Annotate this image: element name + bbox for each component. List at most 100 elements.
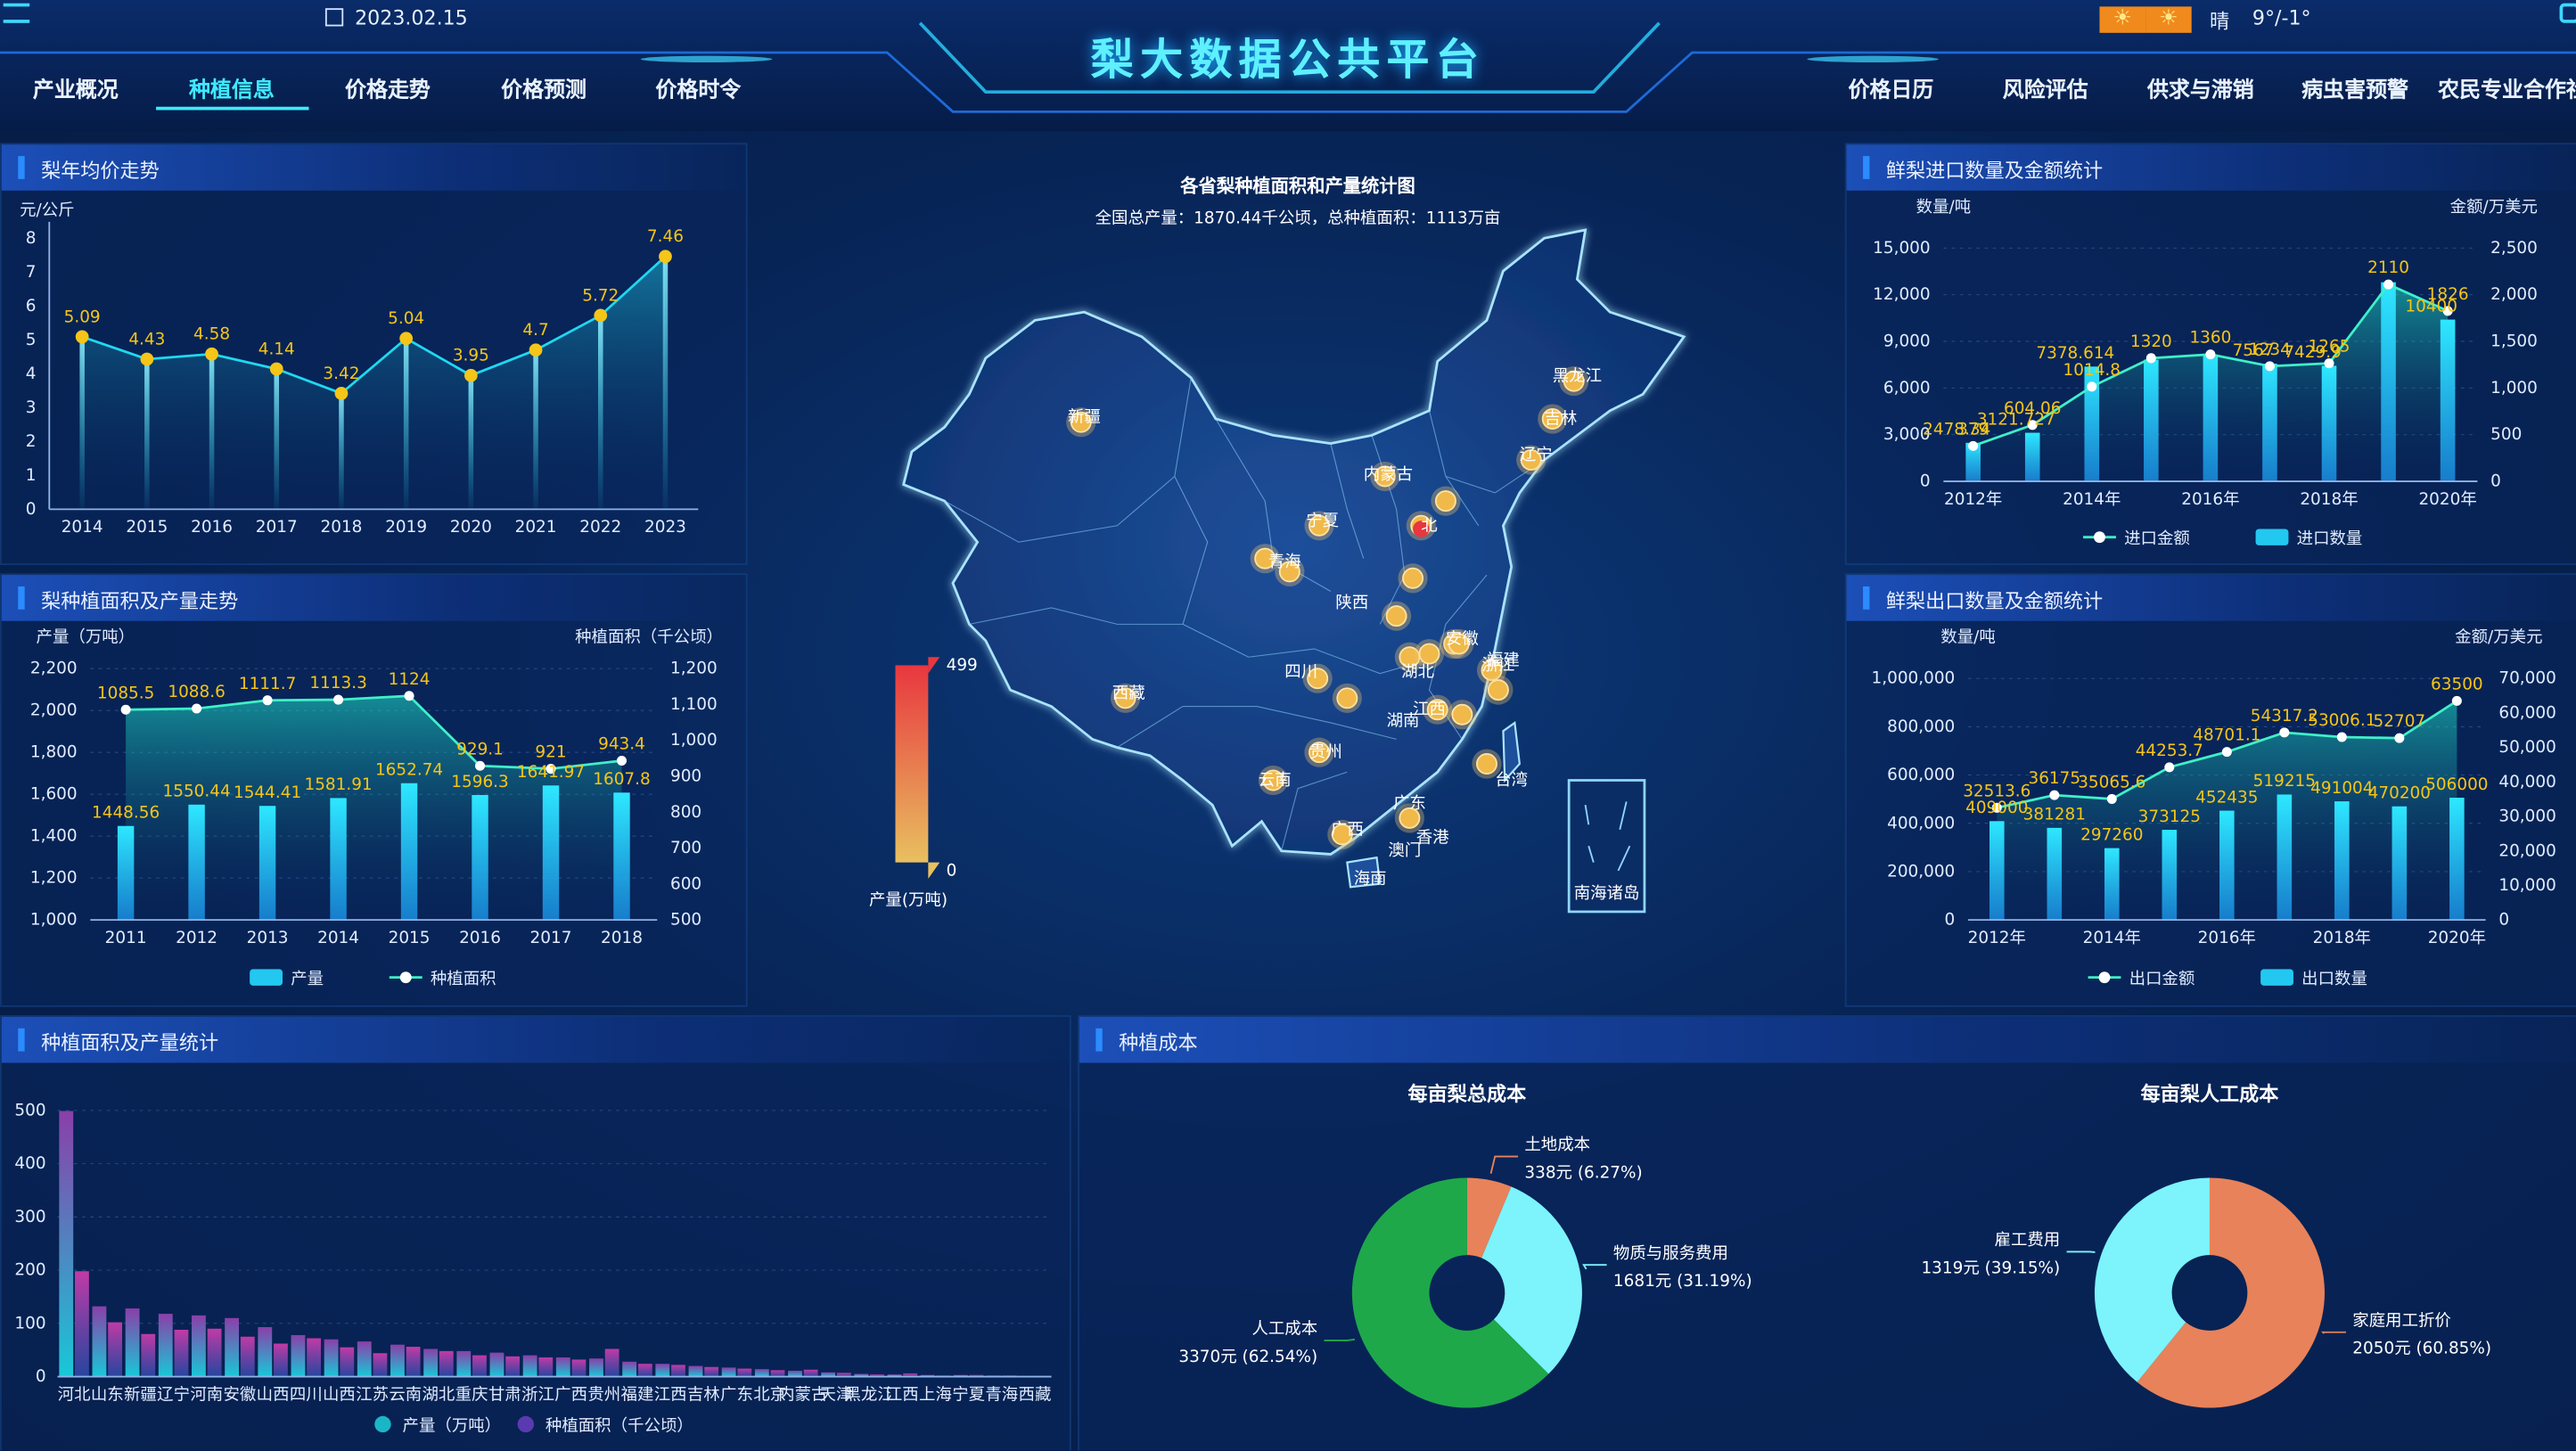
nav-item-planting[interactable]: 种植信息 (188, 78, 275, 104)
nav-item-price-calendar[interactable]: 价格日历 (1848, 78, 1934, 104)
production-bar (92, 1306, 107, 1377)
price-line (81, 255, 667, 395)
line-data-label: 604.06 (2004, 399, 2061, 418)
x-tick-label: 贵州 (587, 1385, 620, 1404)
production-bar (555, 1357, 570, 1377)
nav-item-price-trend[interactable]: 价格走势 (345, 78, 431, 104)
province-bubble (1398, 563, 1428, 594)
y-tick-right: 70,000 (2498, 669, 2555, 688)
bubble-core (1254, 547, 1276, 570)
price-point (334, 386, 349, 400)
x-tick-label: 青海 (985, 1385, 1018, 1404)
line-point (262, 695, 273, 706)
bar-data-label: 7429.9 (2284, 343, 2341, 362)
area-bar (472, 1355, 487, 1377)
y-tick-left: 600,000 (1887, 766, 1955, 784)
bar-data-label: 519215 (2253, 772, 2316, 791)
nav-item-price-season[interactable]: 价格时令 (655, 78, 742, 104)
line-point (2087, 381, 2097, 392)
menu-icon[interactable] (3, 3, 30, 23)
bar-data-label: 381281 (2023, 806, 2086, 824)
province-bubble (1414, 638, 1445, 669)
x-tick-label: 2015 (126, 518, 168, 537)
y-tick-label: 400 (14, 1154, 45, 1173)
legend-area-swatch (517, 1415, 535, 1433)
y-tick-right: 20,000 (2498, 841, 2555, 860)
x-tick-label: 江苏 (356, 1385, 389, 1404)
nav-item-coop[interactable]: 农民专业合作社 (2438, 78, 2576, 104)
pie-slice-value: 1319元 (39.15%) (1921, 1258, 2060, 1277)
line-data-label: 1085.5 (97, 684, 154, 702)
x-tick-label: 2018 (601, 929, 643, 947)
panel-title: 梨种植面积及产量走势 (41, 589, 239, 613)
x-tick-label: 山西 (323, 1385, 356, 1404)
line-point (2442, 306, 2453, 316)
production-bar (655, 1364, 670, 1377)
bar-data-label: 409000 (1965, 799, 2028, 817)
x-tick-label: 山东 (91, 1385, 124, 1404)
province-bubble (1327, 819, 1358, 849)
province-label: 黑龙江 (1553, 367, 1602, 386)
map-legend-max: 499 (947, 656, 978, 675)
y-tick-right: 1,200 (670, 660, 718, 678)
settings-icon[interactable] (2559, 3, 2576, 23)
price-area (82, 256, 666, 510)
production-bar (390, 1344, 405, 1377)
x-tick-label: 2018年 (2313, 929, 2371, 947)
bubble-core (1418, 643, 1440, 665)
price-data-label: 5.09 (64, 307, 101, 326)
x-tick-label: 2020年 (2428, 929, 2486, 947)
bar (2219, 810, 2235, 921)
y-tick-label: 8 (26, 229, 37, 248)
y-tick-left: 2,200 (30, 660, 78, 678)
x-tick-label: 浙江 (521, 1385, 554, 1404)
pie-slice-name: 家庭用工折价 (2352, 1311, 2451, 1330)
nav-item-pest[interactable]: 病虫害预警 (2301, 78, 2409, 104)
area-bar (704, 1366, 719, 1377)
bar-data-label: 7567 (2233, 341, 2275, 360)
nav-item-industry[interactable]: 产业概况 (32, 78, 119, 104)
bar-data-label: 3121.727 (1977, 410, 2055, 429)
y-tick-right: 1,000 (2490, 379, 2538, 398)
bar-data-label: 1596.3 (451, 773, 508, 791)
y-tick-label: 200 (14, 1261, 45, 1280)
nav-item-supply[interactable]: 供求与滞销 (2146, 78, 2254, 104)
pie-slice-value: 2050元 (60.85%) (2352, 1340, 2491, 1358)
area-bar (604, 1349, 619, 1377)
map-legend-handle-bottom[interactable] (928, 862, 940, 880)
bar (2449, 798, 2465, 921)
production-bar (324, 1339, 339, 1377)
legend-bar-swatch (2255, 529, 2289, 545)
province-label: 台湾 (1495, 771, 1528, 790)
production-bar (59, 1111, 74, 1377)
line-data-label: 2110 (2367, 258, 2409, 277)
nav-item-price-forecast[interactable]: 价格预测 (501, 78, 587, 104)
bar-data-label: 1550.44 (163, 783, 231, 801)
price-drop-line (597, 315, 603, 510)
line-data-label: 929.1 (456, 740, 504, 758)
bar (330, 798, 347, 921)
map-legend-handle-top[interactable] (928, 657, 940, 674)
pie-slice (2094, 1177, 2210, 1382)
province-bubble (1447, 700, 1477, 730)
nav-item-risk[interactable]: 风险评估 (2002, 78, 2088, 104)
bar (2391, 806, 2408, 921)
province-label: 吉林 (1545, 410, 1578, 429)
x-tick-label: 2012年 (1968, 929, 2026, 947)
y-tick-label: 7 (26, 263, 37, 282)
x-tick-label: 2019 (385, 518, 427, 537)
y-axis-label-left: 数量/吨 (1916, 198, 1971, 217)
bar-data-label: 470200 (2368, 784, 2431, 803)
y-tick-right: 0 (2498, 911, 2509, 930)
x-tick-label: 江西 (654, 1385, 687, 1404)
y-tick-left: 15,000 (1873, 239, 1930, 258)
map-legend-label: 产量(万吨) (869, 891, 948, 910)
area-bar (637, 1364, 652, 1377)
x-tick-label: 重庆 (455, 1385, 488, 1404)
bubble-core (1520, 449, 1542, 471)
pie-slice-name: 物质与服务费用 (1613, 1244, 1728, 1263)
x-tick-label: 广东 (720, 1385, 753, 1404)
bubble-core (1448, 633, 1470, 655)
province-bubbles[interactable] (1066, 366, 1589, 849)
